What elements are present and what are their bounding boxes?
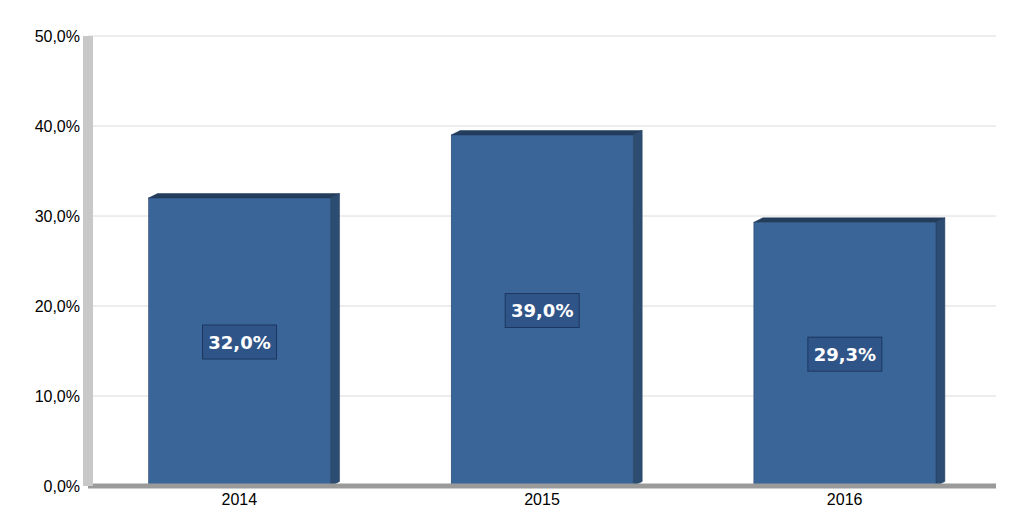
svg-text:29,3%: 29,3% — [814, 344, 876, 365]
svg-text:30,0%: 30,0% — [35, 208, 80, 225]
svg-text:32,0%: 32,0% — [208, 332, 270, 353]
svg-text:2014: 2014 — [222, 491, 258, 508]
svg-text:39,0%: 39,0% — [511, 300, 573, 321]
svg-text:10,0%: 10,0% — [35, 388, 80, 405]
svg-text:40,0%: 40,0% — [35, 118, 80, 135]
svg-text:2015: 2015 — [524, 491, 560, 508]
svg-text:2016: 2016 — [827, 491, 863, 508]
svg-text:20,0%: 20,0% — [35, 298, 80, 315]
svg-text:50,0%: 50,0% — [35, 28, 80, 45]
svg-text:0,0%: 0,0% — [44, 478, 80, 495]
